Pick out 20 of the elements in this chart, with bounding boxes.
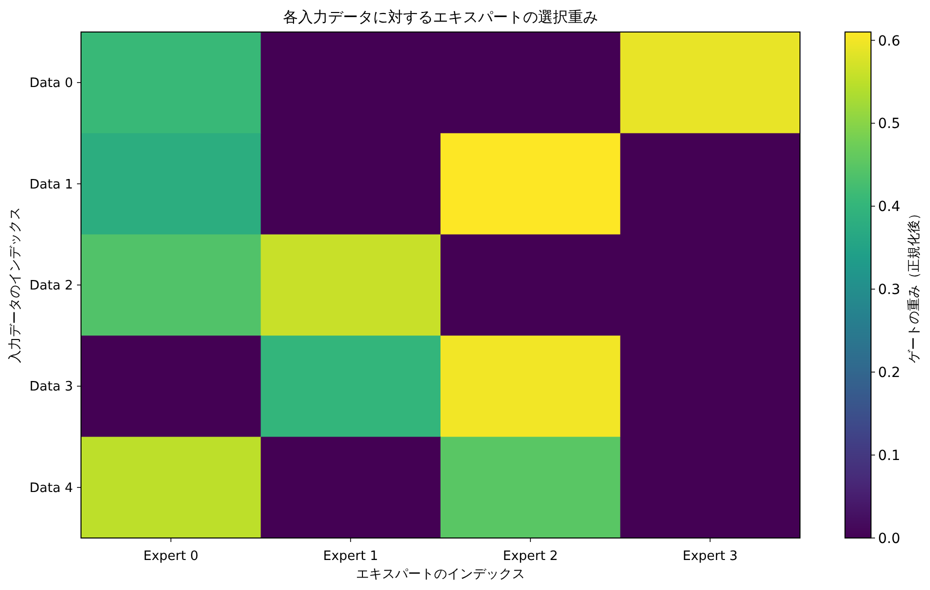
color-bar-label: 0.5: [878, 116, 900, 132]
y-tick-label: Data 0: [30, 76, 73, 92]
y-tick-label: Data 1: [30, 177, 73, 192]
x-tick-label: Expert 3: [682, 549, 738, 564]
y-tick-label: Data 4: [30, 480, 73, 496]
color-bar-label: 0.0: [878, 531, 900, 547]
x-tick-label: Expert 1: [323, 549, 378, 564]
color-bar-label: 0.2: [878, 365, 900, 382]
x-tick-label: Expert 0: [143, 549, 198, 564]
x-axis-title: エキスパートのインデックス: [356, 567, 525, 582]
color-bar-label: 0.1: [878, 448, 900, 464]
color-bar-label: 0.3: [878, 282, 900, 298]
x-tick-label: Expert 2: [502, 549, 558, 564]
color-bar-label: 0.6: [878, 33, 900, 50]
y-tick-label: Data 2: [30, 278, 73, 294]
color-bar-label: 0.4: [878, 199, 900, 216]
y-tick-label: Data 3: [30, 380, 73, 395]
y-axis-title: 入力データのインデックス: [8, 207, 23, 363]
color-bar-title: ゲートの重み（正規化後）: [907, 207, 922, 363]
chart-title: 各入力データに対するエキスパートの選択重み: [283, 8, 598, 26]
